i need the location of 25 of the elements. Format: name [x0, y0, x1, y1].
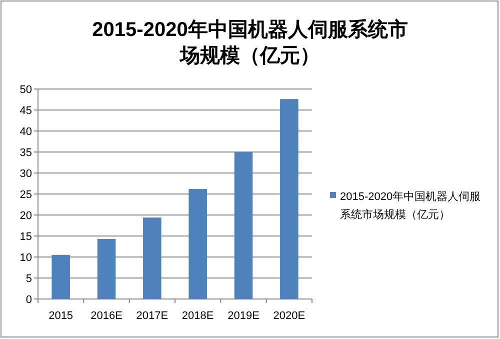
- x-tick-label: 2017E: [136, 310, 168, 322]
- y-tick-label: 25: [20, 189, 32, 201]
- x-tick-label: 2018E: [182, 310, 214, 322]
- y-tick-label: 35: [20, 147, 32, 159]
- x-tick-label: 2016E: [90, 310, 122, 322]
- x-tick-label: 2019E: [228, 310, 260, 322]
- legend-label: 2015-2020年中国机器人伺服系统市场规模（亿元）: [340, 190, 481, 221]
- y-tick-label: 50: [20, 84, 32, 96]
- y-tick-label: 45: [20, 105, 32, 117]
- bar: [280, 99, 298, 299]
- y-tick-label: 30: [20, 168, 32, 180]
- y-tick-label: 40: [20, 126, 32, 138]
- bar: [188, 188, 207, 299]
- x-tick-label: 2020E: [273, 310, 306, 322]
- y-tick-label: 10: [20, 252, 32, 264]
- y-tick-label: 20: [20, 210, 32, 222]
- y-tick-label: 5: [26, 273, 32, 285]
- chart-title: 2015-2020年中国机器人伺服系统市场规模（亿元）: [92, 18, 408, 67]
- bar: [143, 218, 162, 299]
- x-tick-label: 2015: [48, 310, 74, 322]
- y-tick-label: 15: [20, 231, 32, 243]
- bar: [234, 152, 253, 299]
- bar: [97, 238, 116, 299]
- bar: [52, 254, 70, 299]
- y-tick-label: 0: [26, 294, 32, 306]
